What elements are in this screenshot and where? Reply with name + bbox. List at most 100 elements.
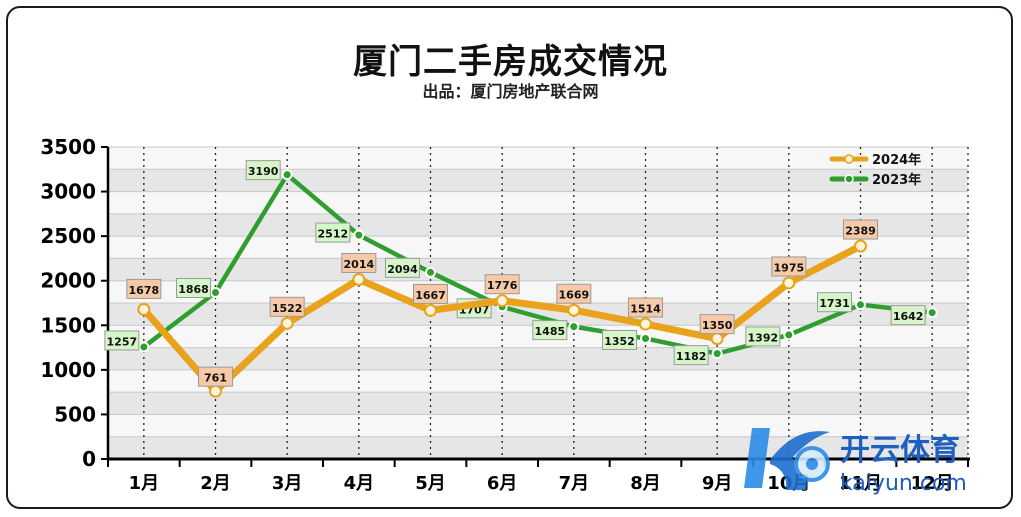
y-tick-label: 2000: [40, 269, 96, 293]
x-tick-label: 9月: [702, 473, 733, 494]
series-2024-data-label: 1669: [559, 289, 590, 302]
series-2024-data-label-box: [198, 366, 233, 387]
series-2024-point: [495, 294, 509, 308]
series-2024-data-label: 2014: [344, 258, 375, 271]
series-2023-data-label: 1352: [604, 335, 635, 348]
series-2023-point: [711, 348, 723, 360]
series-2024-data-label-box: [628, 297, 663, 318]
series-2024-data-label: 1678: [129, 284, 160, 297]
series-2023-point: [425, 266, 436, 278]
series-2023-data-label: 1392: [748, 331, 779, 344]
series-2024-data-label: 1522: [272, 302, 303, 315]
series-2024-data-label: 1350: [702, 319, 733, 332]
series-2024-point: [567, 303, 581, 317]
series-2024-data-label: 2389: [845, 225, 876, 238]
series-2023-point: [281, 169, 293, 181]
series-2023-data-label: 1485: [535, 325, 566, 338]
x-tick-label: 8月: [630, 473, 661, 494]
grid-band: [108, 147, 968, 170]
series-2023-point: [640, 332, 651, 344]
series-2024-data-label: 1667: [415, 289, 446, 302]
series-2023-point: [353, 229, 365, 241]
y-tick-label: 500: [54, 402, 96, 426]
watermark-brand-text: 开云体育: [840, 433, 960, 468]
series-2024-data-label-box: [269, 296, 305, 317]
series-2023-data-label: 1257: [107, 335, 138, 348]
x-tick-label: 6月: [487, 473, 518, 494]
series-2023-data-label: 3190: [248, 165, 279, 178]
brand-logo-icon: [744, 428, 830, 490]
series-2023-data-label-box: [817, 292, 852, 313]
series-2023-point: [926, 307, 938, 319]
series-2024-data-label: 1514: [630, 303, 661, 316]
grid-band: [108, 169, 968, 192]
series-2024-point: [639, 317, 652, 331]
series-2024-data-label-box: [413, 283, 448, 304]
grid-band: [108, 347, 968, 370]
series-2024-point: [782, 276, 796, 290]
chart-subtitle: 出品：厦门房地产联合网: [422, 82, 599, 101]
series-2024-data-label-box: [771, 256, 807, 277]
series-2024-point: [280, 316, 294, 330]
series-2023-data-label-box: [104, 330, 140, 351]
grid-band: [108, 392, 968, 415]
x-tick-label: 3月: [272, 473, 303, 494]
series-2023-data-label-box: [890, 305, 926, 326]
grid-band: [108, 213, 968, 237]
series-2024-point: [137, 302, 151, 316]
series-2023-point: [210, 286, 221, 298]
series-2024-data-label-box: [484, 274, 520, 295]
y-tick-label: 0: [82, 447, 96, 471]
grid-band: [108, 258, 968, 281]
series-2024-data-label: 1975: [774, 261, 805, 274]
series-2023-data-label: 1868: [178, 283, 209, 296]
series-2024-point: [209, 384, 222, 398]
series-2023-data-label-box: [315, 222, 351, 243]
grid-band: [108, 369, 968, 393]
y-tick-label: 3500: [40, 135, 96, 159]
x-tick-label: 4月: [344, 473, 375, 494]
series-2024-data-label: 761: [204, 372, 227, 385]
x-tick-label: 1月: [129, 473, 160, 494]
x-tick-label: 12月: [911, 473, 954, 494]
legend-swatch-marker: [844, 154, 854, 164]
series-2023-point: [855, 299, 866, 311]
brand-watermark: 开云体育 kaiyun.com: [744, 428, 967, 496]
series-2023-point: [783, 329, 795, 341]
series-2024-data-label-box: [699, 314, 735, 335]
x-tick-label: 7月: [559, 473, 590, 494]
series-2024-point: [352, 272, 366, 286]
series-2023-data-label-box: [602, 329, 637, 350]
series-2023-data-label-box: [176, 277, 211, 298]
series-2024-data-label-box: [126, 278, 162, 299]
series-2023-data-label: 1182: [676, 350, 707, 363]
series-2024-series: 1678 761 1522 2014 1667 1776 1669 1514 1350 1975 2…: [126, 219, 878, 398]
series-2023-data-label: 1731: [819, 297, 850, 310]
legend-label: 2024年: [872, 152, 921, 168]
series-2023-data-label-box: [245, 160, 281, 181]
legend: 2024年 2023年: [829, 152, 921, 188]
y-tick-label: 1000: [40, 358, 96, 382]
x-tick-label: 11月: [839, 473, 882, 494]
grid-band: [108, 191, 968, 214]
series-2023-data-label-box: [385, 257, 420, 278]
series-2024-point: [424, 303, 437, 317]
watermark-url-text: kaiyun.com: [840, 471, 967, 496]
legend-label: 2023年: [872, 172, 921, 188]
series-2024-point: [854, 239, 867, 253]
series-2023-data-label: 2094: [387, 263, 418, 276]
series-2024-data-label-box: [843, 219, 878, 240]
y-tick-label: 3000: [40, 180, 96, 204]
series-2024-data-label-box: [341, 252, 377, 273]
series-2023-data-label-box: [532, 320, 568, 341]
series-2024-point: [710, 332, 724, 346]
y-tick-label: 1500: [40, 313, 96, 337]
series-2024-data-label-box: [556, 283, 592, 304]
series-2023-data-label: 2512: [318, 228, 349, 241]
series-2024-data-label: 1776: [487, 279, 518, 292]
series-2023-point: [138, 341, 150, 353]
series-2023-data-label-box: [745, 326, 781, 347]
legend-swatch-marker: [844, 174, 854, 184]
series-2023-point: [568, 321, 580, 333]
series-2023-data-label: 1642: [893, 310, 924, 323]
